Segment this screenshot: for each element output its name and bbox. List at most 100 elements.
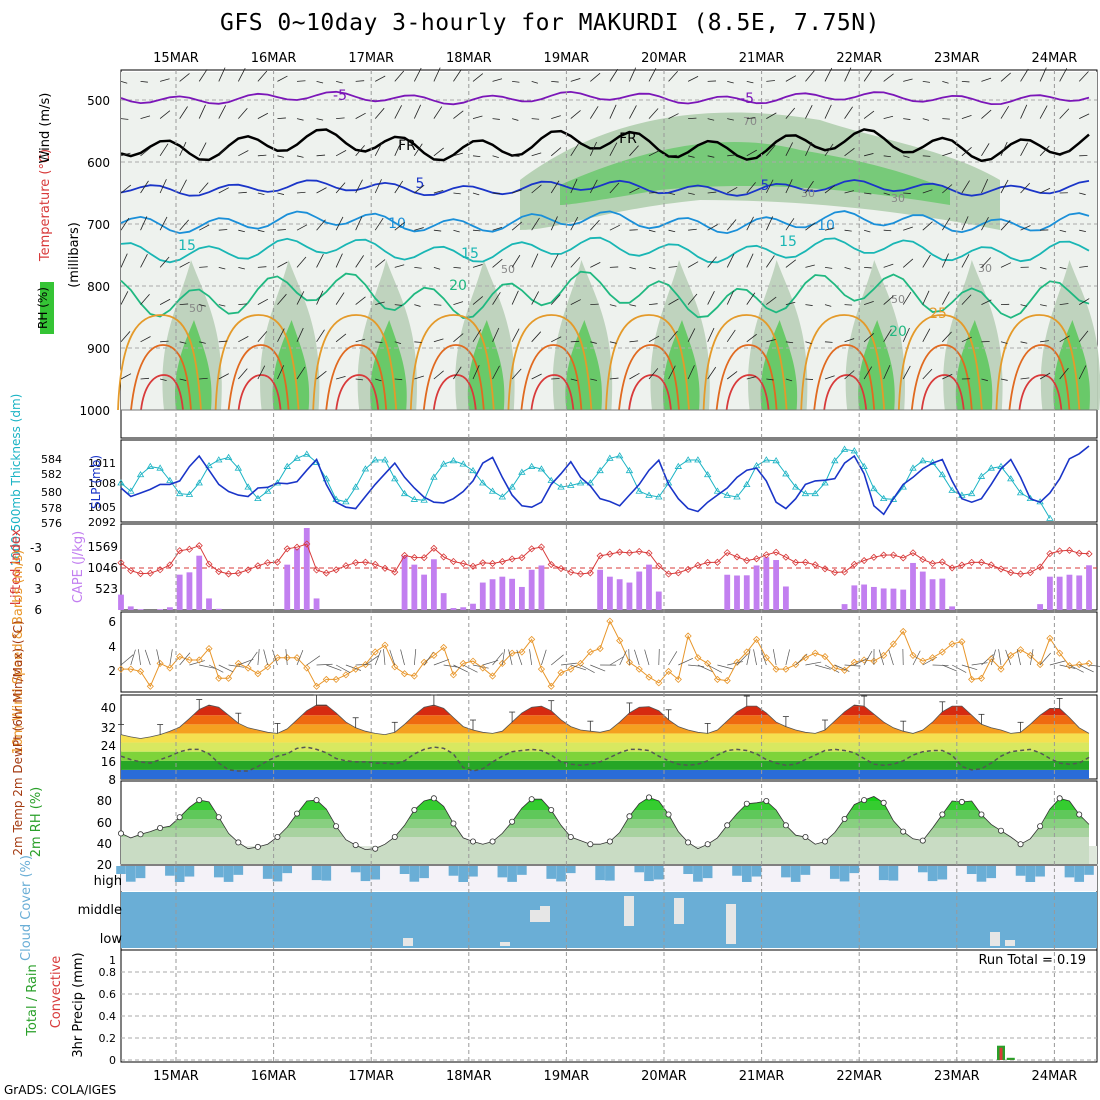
wind10m-point [948, 640, 956, 648]
thickness-point [567, 481, 575, 488]
rh-label-3: 50 [501, 263, 515, 276]
temp-band-3 [121, 742, 1089, 752]
wind-barb [453, 110, 464, 119]
wind10m-point [733, 658, 741, 666]
thickness-point [782, 470, 790, 477]
cloud-high-bar [1035, 866, 1045, 877]
lifted-point [625, 549, 634, 557]
wind-barb [1079, 229, 1086, 233]
wind10m-point [244, 664, 252, 672]
wind-barb [550, 254, 559, 268]
wind-barb [981, 143, 990, 157]
wind-barb [433, 67, 441, 82]
panel-wind-frame [120, 611, 1098, 693]
wind-barb [531, 373, 542, 380]
date-top-20MAR: 20MAR [641, 51, 687, 66]
wind10m-point [664, 667, 673, 675]
wind-barb [668, 229, 676, 233]
thickness-point [127, 487, 135, 494]
temp-band-0 [121, 769, 1089, 779]
lifted-point [664, 570, 673, 578]
rh-point [587, 841, 594, 848]
wind-barb [883, 192, 891, 196]
wind-barb [199, 304, 206, 307]
wind-barb [531, 184, 542, 194]
wind-barb [902, 327, 910, 342]
wind10m-barb [580, 664, 595, 673]
wind-barb [570, 143, 579, 157]
wind-barb [179, 179, 187, 194]
date-bottom-24MAR: 24MAR [1032, 1069, 1078, 1084]
lifted-point [919, 555, 927, 563]
wind-tick-6: 6 [108, 615, 116, 629]
cape-bar [411, 564, 418, 610]
wind-barb [531, 152, 542, 157]
cape-bar [294, 548, 300, 610]
wind-barb [355, 338, 366, 343]
wind-barb [648, 335, 660, 343]
wind-barb [140, 115, 151, 119]
rh-point [450, 820, 457, 827]
wind-barb [296, 118, 304, 121]
cloud-high-bar [653, 866, 664, 880]
wind-barb [746, 333, 757, 343]
isotherm-30-day-0 [140, 374, 184, 411]
rh-point [196, 797, 203, 804]
wind10m-barb [453, 664, 468, 673]
wind10m-point [635, 665, 643, 673]
cloud-high-bar [272, 866, 283, 882]
wind-barb [394, 141, 402, 156]
label-temp-dewpt: 2m Temp 2m DewPt (6hr Min/Max) (°C) [11, 620, 25, 855]
isotherm-30-day-2 [335, 374, 380, 411]
wind10m-point [293, 654, 301, 662]
cloud-high-bar [917, 866, 928, 873]
isotherm-10 [120, 210, 1090, 235]
wind10m-barb [501, 649, 505, 666]
cloud-high-bar [634, 866, 645, 873]
rh-point [900, 828, 907, 835]
wind-barb [922, 155, 931, 157]
lifted-point [449, 557, 458, 566]
wind10m-point [899, 627, 907, 635]
wind-barb [981, 109, 992, 119]
wind10m-point [322, 675, 330, 683]
wind10m-point [1007, 651, 1015, 659]
wind-barb [648, 150, 660, 157]
lifted-point [1007, 569, 1015, 577]
lifted-point [547, 560, 555, 569]
wind-barb [394, 70, 405, 82]
wind10m-barb [736, 653, 749, 666]
wind-barb [589, 141, 597, 156]
wind-barb [668, 330, 678, 343]
wind-barb [609, 341, 617, 344]
wind10m-point [1046, 634, 1054, 642]
wind-barb [707, 366, 717, 380]
wind-barb [668, 365, 676, 380]
lifted-point [557, 564, 565, 573]
wind-barb [1000, 378, 1008, 381]
rh-point [861, 797, 868, 804]
wind10m-point [792, 661, 800, 669]
wind-barb [883, 155, 891, 158]
wind-barb [863, 110, 875, 119]
wind10m-point [1016, 646, 1025, 654]
wind-barb [922, 81, 931, 83]
wind-barb [1079, 113, 1090, 119]
wind-barb [335, 292, 345, 305]
lifted-point [440, 553, 448, 561]
cape-bar [890, 588, 897, 610]
lifted-point [811, 561, 819, 569]
wind10m-point [127, 665, 135, 673]
lifted-point [743, 556, 751, 565]
rh-point [646, 794, 653, 801]
thickness-point [303, 450, 311, 457]
wind-barb [120, 373, 132, 380]
wind-barb [140, 180, 149, 194]
isotherm-28-day-1 [227, 344, 290, 411]
rh-point [1076, 811, 1083, 818]
isotherm-25-day-7 [800, 314, 886, 411]
isotherm-15 [120, 236, 1090, 264]
rh-point [352, 842, 359, 849]
thickness-point [948, 486, 956, 493]
wind-barb [199, 224, 210, 231]
